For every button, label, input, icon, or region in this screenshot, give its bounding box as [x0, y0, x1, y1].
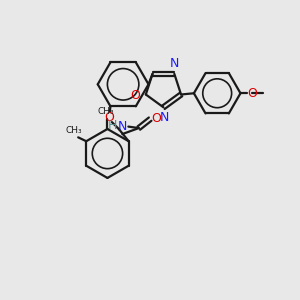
Text: N: N: [160, 112, 170, 124]
Text: CH₃: CH₃: [65, 126, 82, 135]
Text: O: O: [152, 112, 161, 125]
Text: O: O: [104, 111, 114, 124]
Text: O: O: [247, 87, 257, 100]
Text: O: O: [130, 88, 140, 102]
Text: H: H: [108, 119, 118, 133]
Text: CH₃: CH₃: [98, 107, 114, 116]
Text: N: N: [170, 57, 180, 70]
Text: N: N: [118, 120, 127, 133]
